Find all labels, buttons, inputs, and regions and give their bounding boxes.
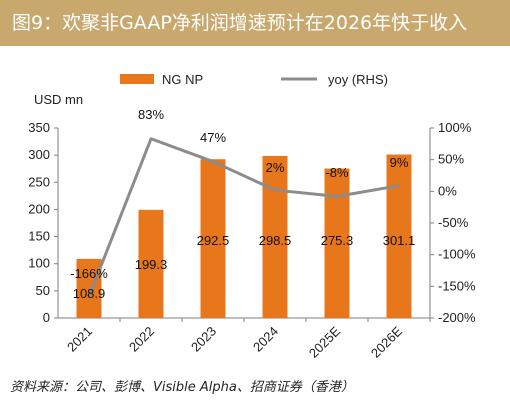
legend-label-line: yoy (RHS) bbox=[328, 72, 388, 87]
yoy-value-label: 47% bbox=[200, 130, 226, 145]
plot-area: 0 50 100 150 200 250 300 350 -200% -150% -100% -50%… bbox=[28, 107, 476, 361]
yoy-line bbox=[87, 137, 400, 298]
x-tick-label: 2023 bbox=[188, 324, 219, 355]
bar bbox=[138, 209, 164, 318]
y-tick-label-left: 350 bbox=[28, 120, 50, 135]
legend-swatch-bar bbox=[120, 74, 154, 84]
yoy-value-label: 83% bbox=[138, 107, 164, 122]
legend: NG NP yoy (RHS) bbox=[120, 72, 388, 87]
yoy-value-label: 9% bbox=[390, 155, 409, 170]
y-tick-label-left: 50 bbox=[36, 283, 50, 298]
chart-title: 图9：欢聚非GAAP净利润增速预计在2026年快于收入 bbox=[12, 12, 468, 34]
bar-value-label: 292.5 bbox=[197, 233, 230, 248]
y-tick-label-right: -100% bbox=[438, 247, 476, 262]
bar-value-label: 108.9 bbox=[73, 286, 106, 301]
y-tick-label-left: 0 bbox=[43, 310, 50, 325]
y-unit-label: USD mn bbox=[34, 92, 83, 107]
x-tick-label: 2022 bbox=[126, 324, 157, 355]
y-tick-label-right: -50% bbox=[438, 215, 469, 230]
x-tick-label: 2025E bbox=[306, 323, 343, 360]
y-tick-label-right: -150% bbox=[438, 278, 476, 293]
legend-label-bar: NG NP bbox=[162, 72, 203, 87]
y-tick-label-left: 200 bbox=[28, 201, 50, 216]
yoy-value-label: 2% bbox=[266, 160, 285, 175]
yoy-value-label: -8% bbox=[325, 165, 349, 180]
y-tick-label-left: 150 bbox=[28, 229, 50, 244]
bar-value-label: 275.3 bbox=[321, 233, 354, 248]
y-tick-label-right: 50% bbox=[438, 152, 464, 167]
y-tick-label-right: 0% bbox=[438, 183, 457, 198]
yoy-value-label: -166% bbox=[70, 266, 108, 281]
y-tick-label-right: -200% bbox=[438, 310, 476, 325]
bar-value-label: 199.3 bbox=[135, 257, 168, 272]
bar-value-label: 301.1 bbox=[383, 233, 416, 248]
title-bar: 图9：欢聚非GAAP净利润增速预计在2026年快于收入 bbox=[0, 0, 510, 46]
bar bbox=[262, 155, 288, 318]
y-tick-label-left: 250 bbox=[28, 174, 50, 189]
source-note: 资料来源：公司、彭博、Visible Alpha、招商证券（香港） bbox=[10, 380, 354, 395]
bar-value-label: 298.5 bbox=[259, 233, 292, 248]
combo-chart: NG NP yoy (RHS) USD mn 0 50 100 150 200 250 30… bbox=[28, 72, 476, 361]
x-tick-label: 2021 bbox=[64, 324, 95, 355]
y-tick-label-left: 100 bbox=[28, 256, 50, 271]
y-tick-label-right: 100% bbox=[438, 120, 472, 135]
x-tick-label: 2026E bbox=[368, 323, 405, 360]
y-tick-label-left: 300 bbox=[28, 147, 50, 162]
bar bbox=[200, 159, 226, 318]
x-tick-label: 2024 bbox=[250, 324, 281, 355]
bar bbox=[76, 258, 102, 318]
bar bbox=[386, 154, 412, 318]
